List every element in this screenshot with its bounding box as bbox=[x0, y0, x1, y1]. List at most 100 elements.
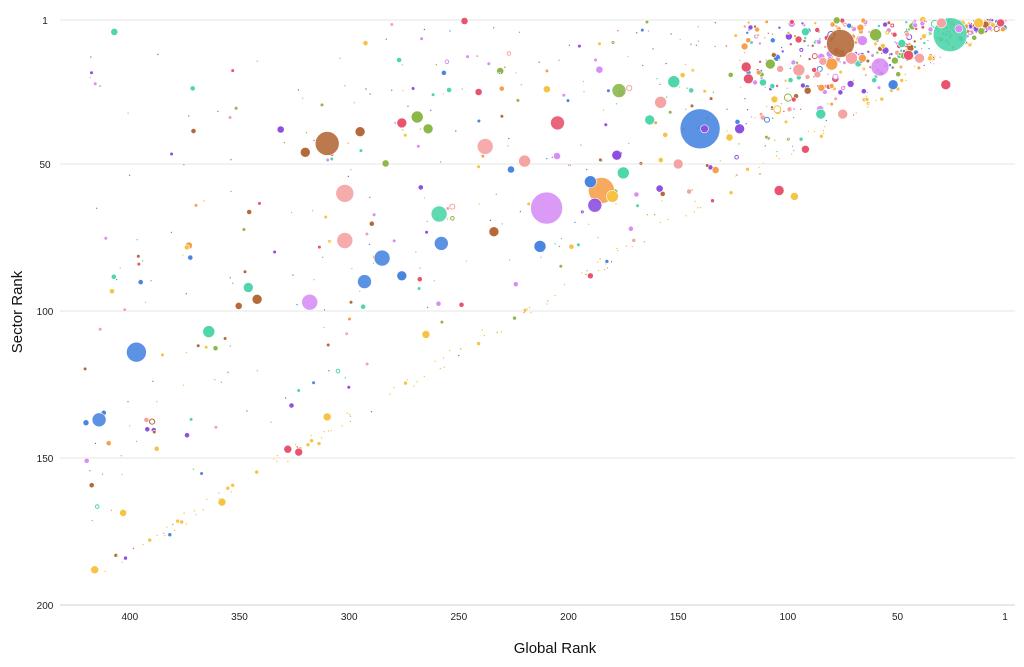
data-point bbox=[684, 108, 688, 111]
data-point bbox=[365, 361, 370, 367]
data-point bbox=[880, 43, 886, 49]
data-point bbox=[845, 51, 858, 65]
data-point bbox=[322, 326, 326, 329]
data-point bbox=[446, 217, 449, 221]
data-point bbox=[567, 163, 571, 167]
data-point bbox=[790, 59, 797, 66]
data-point bbox=[424, 230, 429, 235]
data-point bbox=[737, 142, 741, 146]
data-point bbox=[651, 47, 655, 51]
data-point bbox=[434, 63, 438, 66]
data-point bbox=[790, 153, 794, 156]
data-point bbox=[448, 29, 452, 33]
data-point bbox=[95, 207, 98, 210]
data-point bbox=[115, 278, 118, 281]
data-point bbox=[776, 65, 784, 73]
data-point bbox=[132, 547, 135, 550]
data-point bbox=[418, 266, 422, 270]
data-point bbox=[181, 253, 185, 257]
data-point bbox=[229, 276, 232, 280]
data-point bbox=[422, 375, 426, 378]
data-point bbox=[151, 380, 155, 383]
data-point bbox=[311, 209, 314, 212]
data-point bbox=[557, 58, 561, 62]
data-point bbox=[243, 282, 254, 293]
data-point bbox=[101, 472, 104, 476]
data-point bbox=[444, 59, 450, 65]
data-point bbox=[644, 19, 650, 25]
data-point bbox=[788, 67, 792, 70]
data-point bbox=[734, 123, 745, 135]
data-point bbox=[396, 57, 402, 63]
data-point bbox=[669, 32, 673, 36]
data-point bbox=[771, 117, 775, 120]
data-point bbox=[770, 95, 779, 104]
data-point bbox=[368, 92, 372, 96]
data-point bbox=[660, 199, 664, 203]
data-point bbox=[227, 115, 233, 120]
data-point bbox=[406, 378, 409, 382]
data-point bbox=[561, 93, 566, 98]
data-point bbox=[769, 37, 776, 44]
data-point bbox=[740, 61, 752, 73]
data-point bbox=[82, 419, 90, 427]
data-point bbox=[791, 144, 794, 148]
data-point bbox=[141, 259, 144, 263]
data-point bbox=[691, 68, 695, 72]
data-point bbox=[90, 565, 99, 575]
y-tick-label: 150 bbox=[37, 454, 54, 465]
data-point bbox=[136, 262, 141, 267]
data-point bbox=[212, 345, 219, 352]
data-point bbox=[970, 41, 973, 45]
data-point bbox=[678, 85, 681, 89]
data-point bbox=[328, 239, 331, 243]
data-point bbox=[662, 131, 669, 138]
data-point bbox=[276, 125, 285, 134]
data-point bbox=[329, 156, 334, 162]
data-point bbox=[457, 354, 461, 357]
data-point bbox=[476, 164, 481, 169]
data-point bbox=[354, 126, 366, 137]
data-point bbox=[907, 42, 912, 47]
data-point bbox=[837, 108, 849, 120]
data-point bbox=[327, 429, 330, 433]
data-point bbox=[202, 508, 205, 512]
data-point bbox=[89, 76, 92, 79]
data-point bbox=[189, 417, 194, 422]
data-point bbox=[938, 55, 942, 59]
data-point bbox=[899, 78, 905, 83]
data-point bbox=[755, 69, 762, 76]
data-point bbox=[545, 157, 549, 160]
data-point bbox=[801, 27, 810, 37]
data-point bbox=[415, 380, 419, 384]
data-point bbox=[867, 102, 871, 106]
data-point bbox=[801, 145, 810, 154]
data-point bbox=[792, 63, 806, 77]
data-point bbox=[759, 78, 767, 87]
data-point bbox=[110, 27, 119, 36]
data-point bbox=[679, 72, 686, 78]
data-point bbox=[738, 59, 742, 62]
data-point bbox=[372, 212, 377, 217]
data-point bbox=[454, 129, 458, 133]
data-point bbox=[880, 52, 884, 55]
data-point bbox=[498, 72, 501, 75]
data-point bbox=[530, 191, 563, 225]
data-point bbox=[297, 88, 300, 92]
data-point bbox=[713, 45, 717, 48]
data-point bbox=[813, 70, 822, 79]
data-point bbox=[684, 214, 688, 218]
data-point bbox=[725, 108, 729, 111]
data-point bbox=[597, 269, 600, 272]
data-point bbox=[316, 441, 322, 446]
data-point bbox=[357, 274, 372, 289]
data-point bbox=[904, 79, 908, 82]
data-point bbox=[587, 197, 603, 213]
data-point bbox=[348, 413, 351, 416]
data-point bbox=[155, 533, 159, 537]
data-point bbox=[792, 107, 796, 111]
data-point bbox=[744, 122, 748, 125]
data-point bbox=[838, 69, 843, 75]
data-point bbox=[865, 58, 871, 64]
data-point bbox=[275, 460, 279, 463]
